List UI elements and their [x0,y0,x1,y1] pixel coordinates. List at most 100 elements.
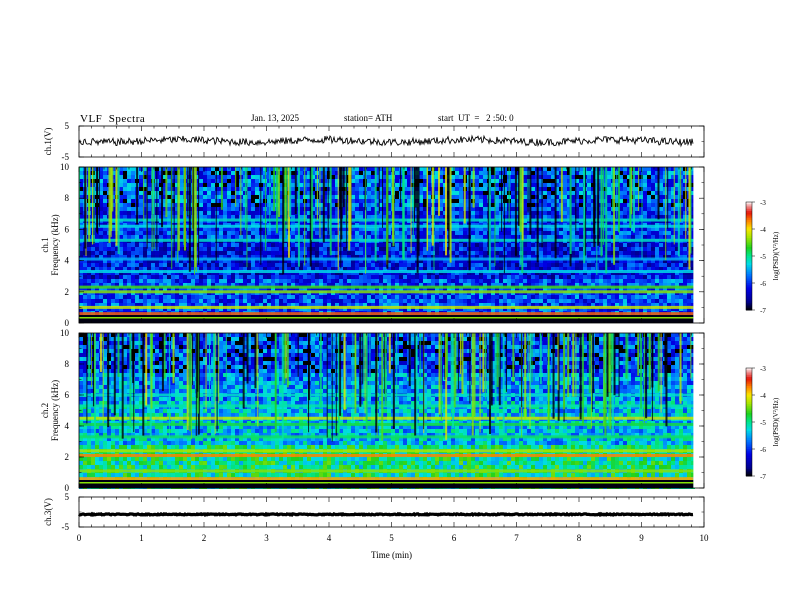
spectrogram-cell [335,187,339,191]
spectrogram-cell [399,275,403,279]
spectrogram-cell [603,191,607,195]
spectrogram-cell [459,179,463,183]
spectrogram-cell [399,235,403,239]
spectrogram-cell [195,195,199,199]
spectrogram-cell [499,203,503,207]
spectrogram-cell [575,191,579,195]
spectrogram-cell [91,187,95,191]
spectrogram-cell [407,267,411,271]
spectrogram-cell [327,231,331,235]
spectrogram-cell [331,175,335,179]
spectrogram-cell [627,207,631,211]
spectrogram-cell [103,227,107,231]
spectrogram-cell [423,211,427,215]
spectrogram-cell [575,255,579,259]
spectrogram-cell [451,279,455,283]
spectrogram-cell [607,255,611,259]
spectrogram-cell [607,179,611,183]
spectrogram-cell [171,195,175,199]
spectrogram-cell [531,179,535,183]
spectrogram-cell [623,247,627,251]
spectrogram-cell [203,211,207,215]
spectrogram-cell [567,175,571,179]
spectrogram-cell [615,287,619,291]
spectrogram-cell [655,207,659,211]
spectrogram-cell [383,287,387,291]
spectrogram-cell [91,207,95,211]
spectrogram-cell [207,179,211,183]
spectrogram-cell [519,263,523,267]
spectrogram-cell [319,183,323,187]
spectrogram-cell [539,175,543,179]
spectrogram-cell [287,279,291,283]
spectrogram-cell [619,263,623,267]
spectrogram-cell [679,263,683,267]
spectrogram-cell [307,287,311,291]
spectrogram-cell [207,295,211,299]
spectrogram-cell [539,179,543,183]
spectrogram-cell [307,235,311,239]
spectrogram-cell [575,283,579,287]
spectrogram-cell [503,207,507,211]
spectrogram-cell [303,287,307,291]
spectrogram-cell [291,279,295,283]
spectrogram-cell [371,267,375,271]
spectrogram-cell [407,247,411,251]
spectrogram-cell [291,175,295,179]
spectrogram-cell [163,283,167,287]
spectrogram-cell [135,267,139,271]
spectrogram-cell [167,183,171,187]
spectrogram-cell [375,175,379,179]
spectrogram-cell [299,195,303,199]
spectrogram-cell [483,243,487,247]
spectrogram-cell [627,215,631,219]
spectrogram-cell [211,275,215,279]
spectrogram-cell [351,235,355,239]
spectrogram-cell [455,203,459,207]
spectrogram-cell [655,215,659,219]
spectrogram-cell [491,203,495,207]
spectrogram-cell [95,247,99,251]
spectrogram-cell [643,199,647,203]
spectrogram-cell [395,175,399,179]
spectrogram-cell [267,267,271,271]
spectrogram-cell [671,207,675,211]
spectrogram-cell [183,255,187,259]
spectrogram-cell [299,191,303,195]
spectrogram-cell [355,227,359,231]
spectrogram-cell [567,195,571,199]
spectrogram-cell [587,179,591,183]
spectrogram-cell [507,275,511,279]
spectrogram-cell [227,247,231,251]
spectrogram-cell [239,247,243,251]
spectrogram-cell [483,195,487,199]
spectrogram-cell [591,191,595,195]
spectrogram-cell [283,259,287,263]
spectrogram-cell [147,279,151,283]
spectrogram-cell [323,267,327,271]
spectrogram-cell [675,259,679,263]
spectrogram-cell [147,275,151,279]
spectrogram-cell [563,191,567,195]
spectrogram-cell [359,183,363,187]
spectrogram-cell [231,283,235,287]
spectrogram-cell [387,203,391,207]
spectrogram-cell [335,255,339,259]
spectrogram-cell [263,211,267,215]
spectrogram-cell [143,195,147,199]
spectrogram-cell [251,247,255,251]
spectrogram-cell [231,195,235,199]
spectrogram-cell [99,167,103,171]
spectrogram-cell [215,243,219,247]
spectrogram-cell [247,195,251,199]
spectrogram-cell [267,187,271,191]
spectrogram-cell [663,263,667,267]
spectrogram-cell [79,207,83,211]
spectrogram-cell [527,263,531,267]
spectrogram-cell [179,255,183,259]
spectrogram-cell [163,263,167,267]
spectrogram-cell [443,267,447,271]
spectrogram-cell [251,195,255,199]
spectrogram-cell [559,267,563,271]
spectrogram-cell [95,263,99,267]
